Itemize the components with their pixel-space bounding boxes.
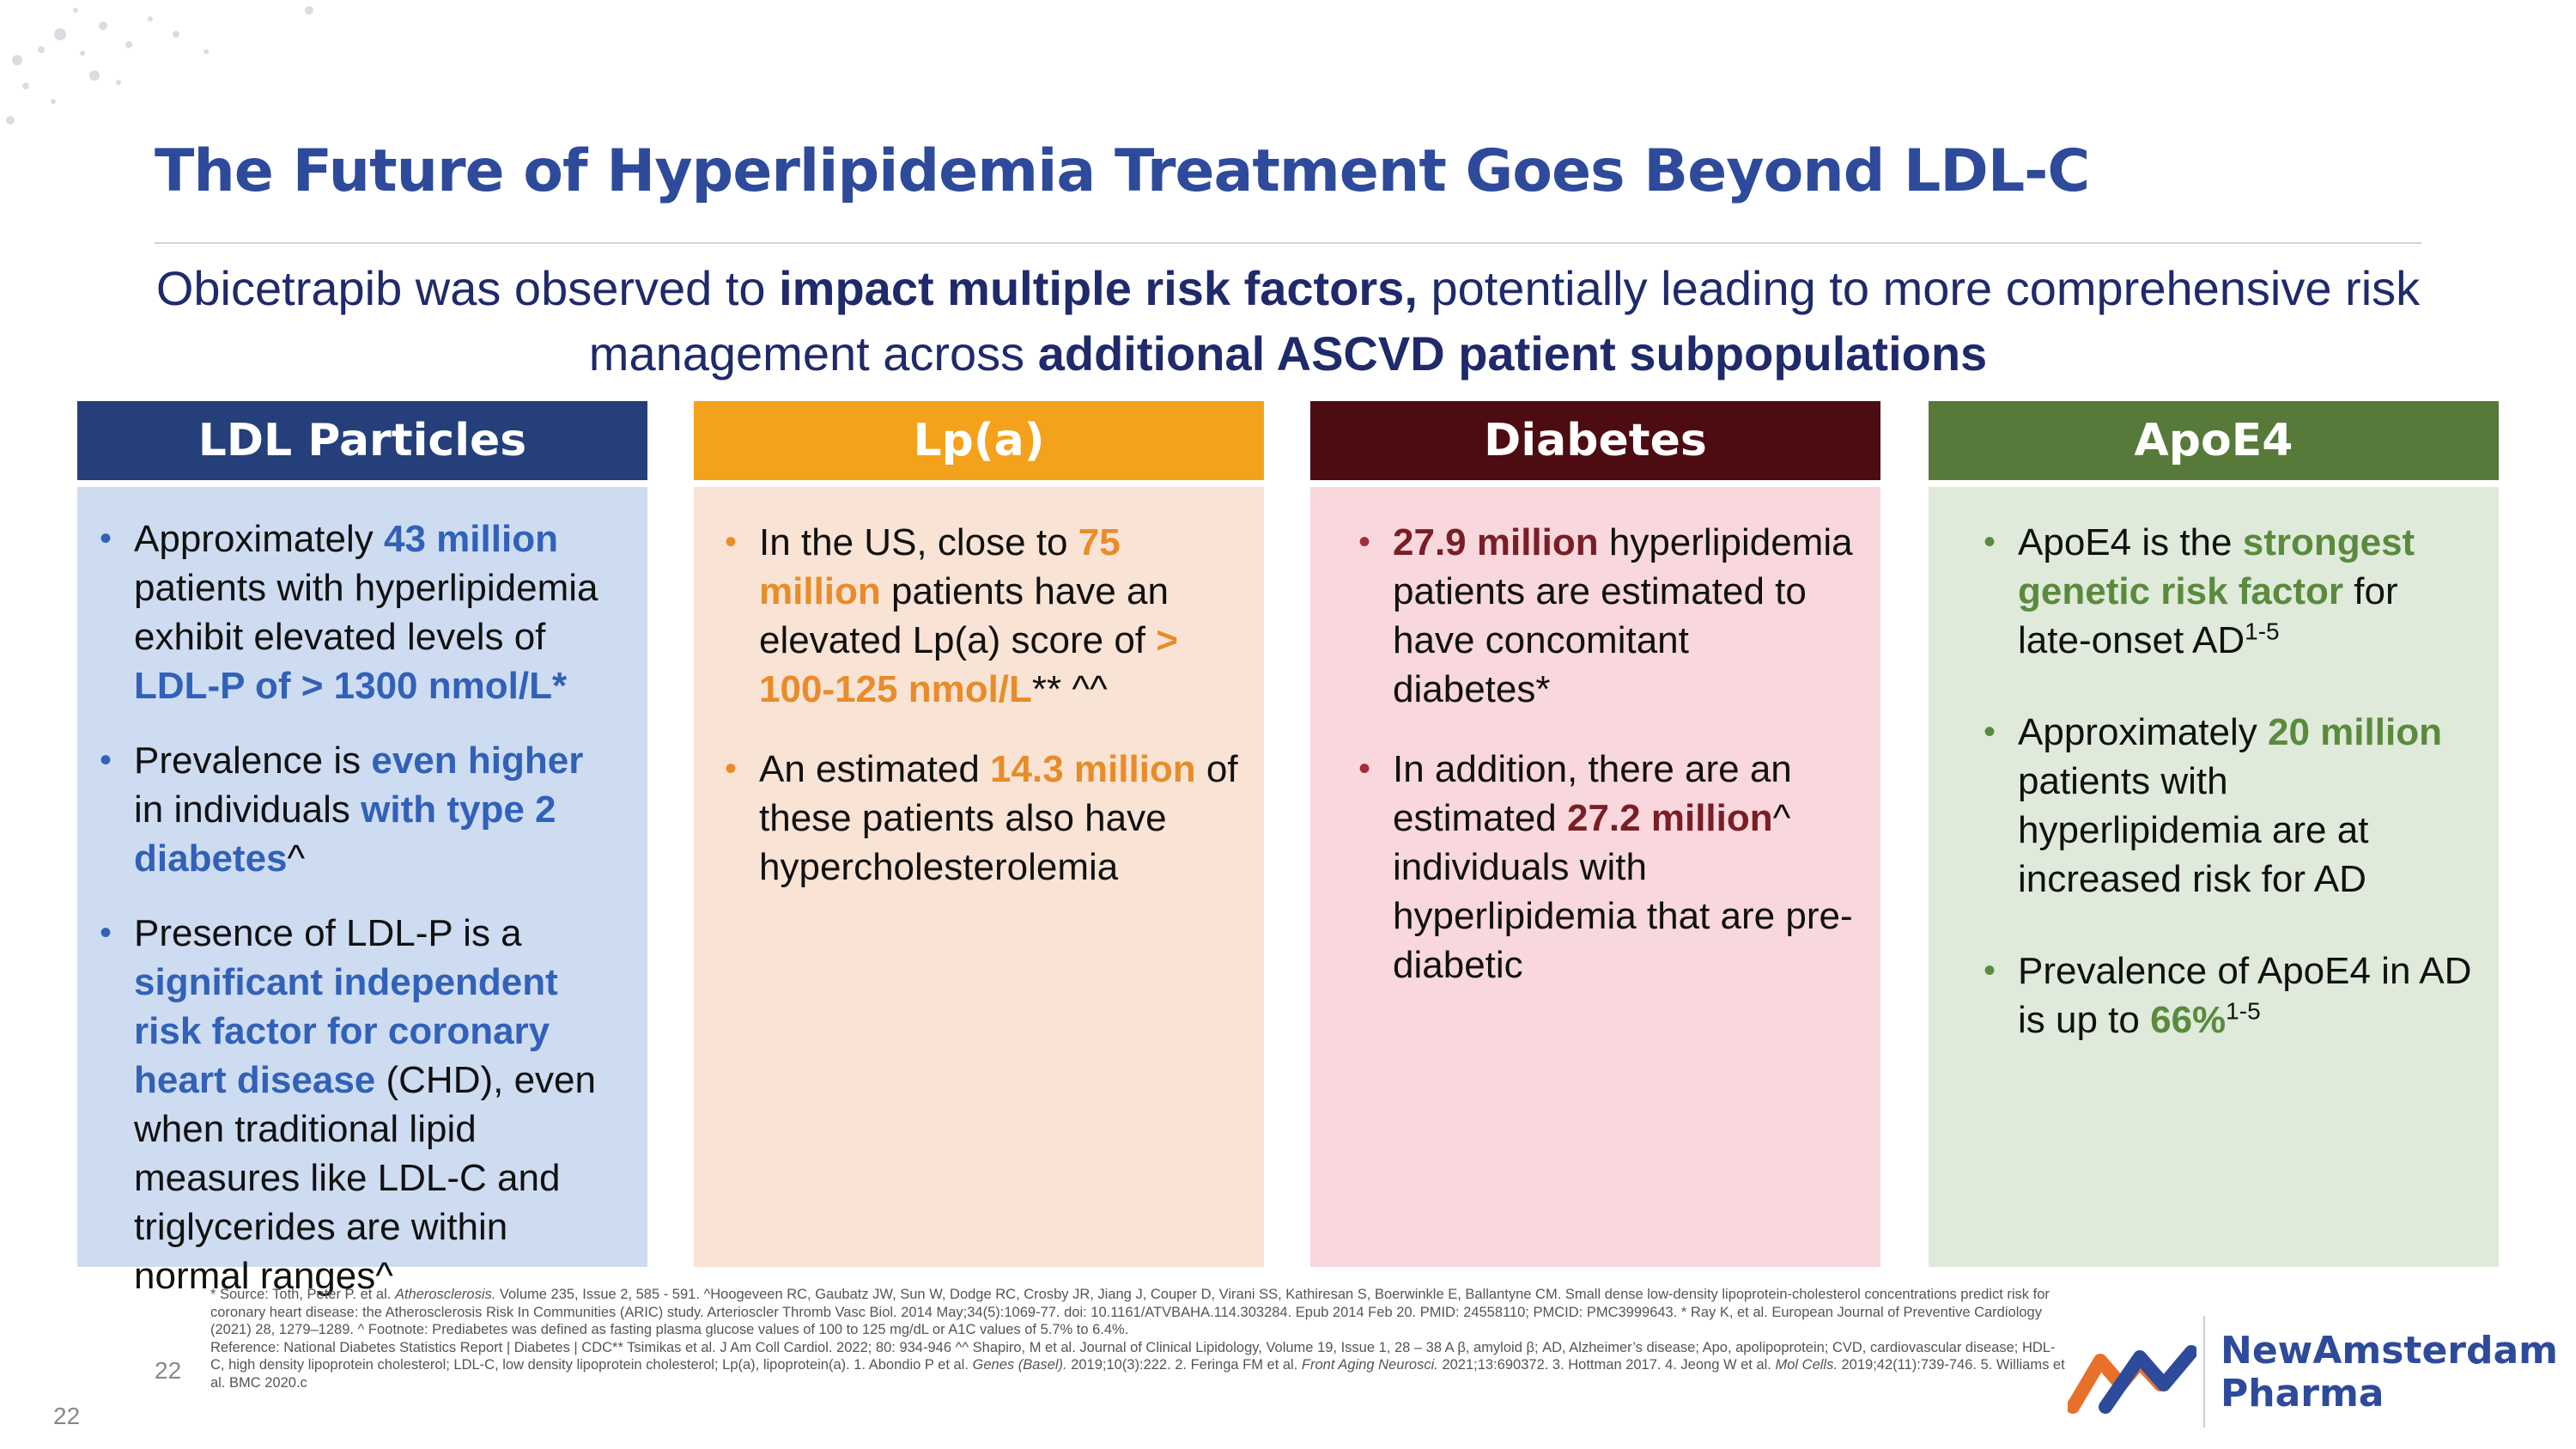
column-apoe4: ApoE4 • ApoE4 is the strongest genetic ri… <box>1929 401 2499 1267</box>
page-number-outer: 22 <box>53 1403 81 1429</box>
decorative-dots <box>6 6 313 125</box>
bullet-icon: • <box>1984 713 1996 751</box>
column-body: • 27.9 million hyperlipidemia patients ar… <box>1310 487 1880 1267</box>
logo-divider <box>2203 1316 2205 1428</box>
title-divider <box>155 242 2421 244</box>
column-ldl-particles: LDL Particles • Approximately 43 million … <box>77 401 647 1297</box>
column-header: LDL Particles <box>77 401 647 480</box>
list-item: • Approximately 43 million patients with … <box>100 514 622 710</box>
bullet-icon: • <box>725 523 738 561</box>
bullet-icon: • <box>1984 523 1996 561</box>
logo-text: NewAmsterdam Pharma <box>2221 1329 2559 1416</box>
bullet-icon: • <box>1358 523 1371 561</box>
list-item: • An estimated 14.3 million of these pati… <box>725 745 1238 892</box>
bullet-icon: • <box>1984 952 1996 989</box>
column-body: • Approximately 43 million patients with … <box>77 487 647 1297</box>
column-header: Lp(a) <box>694 401 1264 480</box>
bullet-icon: • <box>725 750 738 788</box>
column-body: • ApoE4 is the strongest genetic risk fac… <box>1929 487 2499 1267</box>
list-item: • Approximately 20 million patients with … <box>1984 708 2473 904</box>
column-header: Diabetes <box>1310 401 1880 480</box>
list-item: • 27.9 million hyperlipidemia patients ar… <box>1358 518 1855 714</box>
slide-title: The Future of Hyperlipidemia Treatment G… <box>155 137 2090 205</box>
list-item: • In the US, close to 75 million patients… <box>725 518 1238 714</box>
company-logo: NewAmsterdam Pharma <box>2068 1312 2558 1433</box>
list-item: • Presence of LDL-P is a significant inde… <box>100 909 622 1300</box>
bullet-icon: • <box>100 520 112 557</box>
list-item: • ApoE4 is the strongest genetic risk fac… <box>1984 518 2473 665</box>
footnotes: * Source: Toth, Peter P. et al. Atherosc… <box>210 1287 2065 1391</box>
list-item: • Prevalence of ApoE4 in AD is up to 66%1… <box>1984 947 2473 1044</box>
column-body: • In the US, close to 75 million patients… <box>694 487 1264 1267</box>
page-number: 22 <box>155 1357 182 1384</box>
column-diabetes: Diabetes • 27.9 million hyperlipidemia pa… <box>1310 401 1880 1267</box>
column-header: ApoE4 <box>1929 401 2499 480</box>
bullet-icon: • <box>100 914 112 952</box>
slide-subtitle: Obicetrapib was observed to impact multi… <box>155 261 2421 381</box>
column-lpa: Lp(a) • In the US, close to 75 million pa… <box>694 401 1264 1267</box>
bullet-icon: • <box>100 741 112 779</box>
list-item: • In addition, there are an estimated 27.… <box>1358 745 1855 989</box>
logo-mark-icon <box>2068 1345 2196 1414</box>
bullet-icon: • <box>1358 750 1371 788</box>
list-item: • Prevalence is even higher in individual… <box>100 736 622 883</box>
